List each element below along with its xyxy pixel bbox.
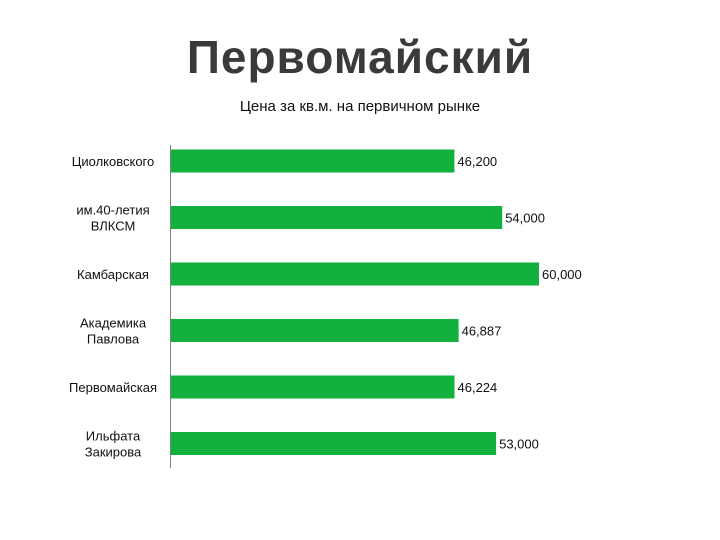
value-label-0: 46,200 [457, 154, 497, 169]
category-label-line: Циолковского [72, 154, 154, 169]
category-label-line: им.40-летия [76, 203, 149, 218]
category-label-line: Ильфата [86, 429, 141, 444]
bar-4 [171, 375, 455, 399]
category-label-line: Камбарская [77, 267, 149, 282]
category-label-0: Циолковского [72, 154, 154, 169]
category-label-1: им.40-летия ВЛКСМ [76, 203, 149, 234]
category-label-3: Академика Павлова [80, 316, 147, 347]
bar-5 [171, 432, 497, 455]
category-label-5: Ильфата Закирова [85, 429, 142, 460]
chart-title: Цена за кв.м. на первичном рынке [239, 98, 481, 115]
bars-group [171, 149, 539, 455]
bar-0 [171, 149, 455, 173]
value-label-1: 54,000 [505, 211, 545, 226]
page-title: Первомайский [186, 31, 534, 83]
value-label-5: 53,000 [499, 437, 539, 452]
bar-3 [171, 319, 459, 342]
category-label-line: Закирова [85, 445, 142, 460]
value-label-4: 46,224 [458, 380, 498, 395]
labels-group: 46,200 Циолковского 54,000 им.40-летия ВЛКСМ… [69, 154, 582, 460]
category-label-line: ВЛКСМ [91, 219, 136, 234]
category-label-line: Первомайская [69, 380, 157, 395]
value-label-3: 46,887 [462, 324, 502, 339]
bar-2 [171, 262, 539, 286]
category-label-2: Камбарская [77, 267, 149, 282]
value-label-2: 60,000 [542, 267, 582, 282]
category-label-line: Павлова [87, 332, 140, 347]
category-label-4: Первомайская [69, 380, 157, 395]
category-label-line: Академика [80, 316, 147, 331]
bar-1 [171, 206, 503, 229]
